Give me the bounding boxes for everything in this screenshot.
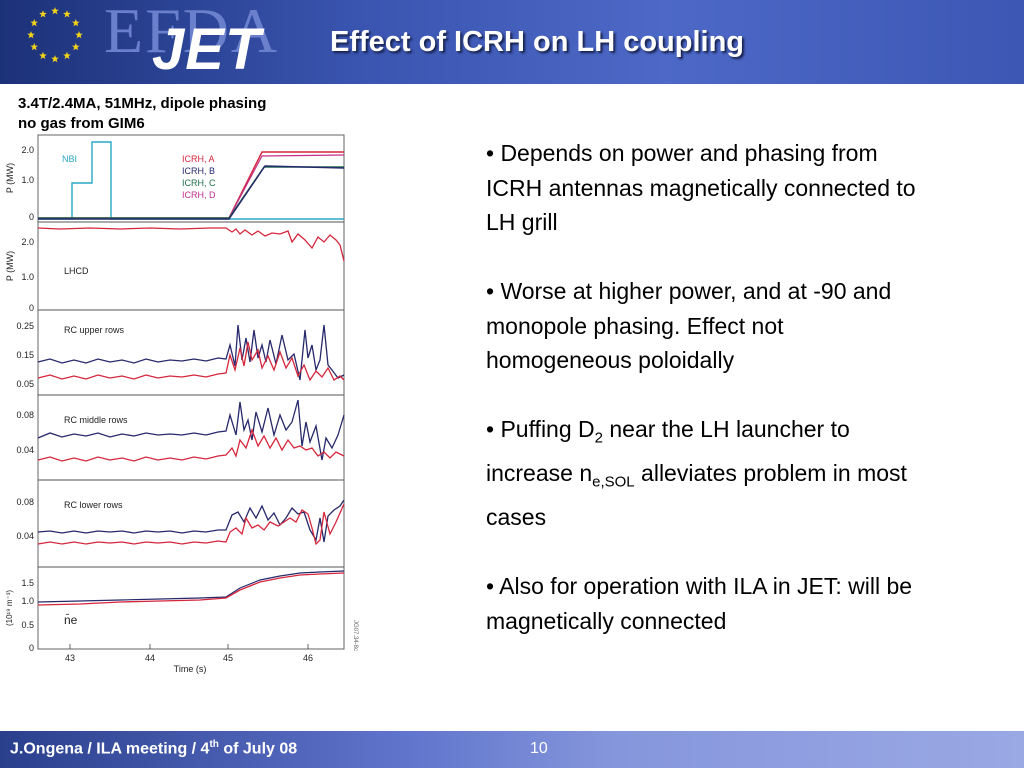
density-navy-trace bbox=[37, 570, 345, 603]
x-tick-label: 46 bbox=[303, 653, 313, 663]
caption-line-1: 3.4T/2.4MA, 51MHz, dipole phasing bbox=[18, 95, 267, 112]
bullet-text: • Puffing D bbox=[486, 416, 595, 442]
y-tick-label: 1.0 bbox=[21, 596, 34, 606]
y-tick-label: 2.0 bbox=[21, 145, 34, 155]
efda-logo-text: EFDA bbox=[104, 0, 280, 66]
figure-code: JG07.34-8c bbox=[352, 620, 358, 651]
slide-title: Effect of ICRH on LH coupling bbox=[330, 26, 745, 58]
eu-star-icon bbox=[75, 31, 83, 39]
footer-author-sup: th bbox=[209, 739, 219, 750]
eu-star-icon bbox=[63, 10, 71, 18]
bullet-item: • Worse at higher power, and at -90 and … bbox=[486, 278, 892, 373]
rc-upper-red-trace bbox=[37, 341, 345, 382]
bullet-text: near the LH launcher to increase n bbox=[486, 416, 850, 487]
bullet-item: • Depends on power and phasing from ICRH… bbox=[486, 140, 916, 235]
panel-label: RC lower rows bbox=[64, 500, 123, 510]
figure-caption: 3.4T/2.4MA, 51MHz, dipole phasing no gas… bbox=[18, 94, 266, 134]
slide-header: EFDA JET Effect of ICRH on LH coupling bbox=[0, 0, 1024, 84]
jet-logo-text: JET bbox=[152, 17, 262, 82]
y-tick-label: 0 bbox=[29, 303, 34, 313]
footer-author-text: of July 08 bbox=[218, 740, 298, 758]
bullet-text: alleviates problem in most cases bbox=[486, 460, 907, 531]
eu-star-icon bbox=[63, 51, 71, 59]
eu-stars-icon bbox=[27, 7, 83, 63]
y-tick-label: 1.0 bbox=[21, 175, 34, 185]
eu-star-icon bbox=[72, 43, 80, 51]
y-tick-label: 1.5 bbox=[21, 578, 34, 588]
series-label: NBI bbox=[62, 154, 77, 164]
series-label: ICRH, A bbox=[182, 154, 215, 164]
rc-middle-red-trace bbox=[37, 428, 345, 462]
x-axis-label: Time (s) bbox=[174, 664, 207, 674]
y-axis-label: P (MW) bbox=[5, 251, 15, 281]
panel-label: LHCD bbox=[64, 266, 89, 276]
eu-star-icon bbox=[72, 19, 80, 27]
bullet-list: • Depends on power and phasing from ICRH… bbox=[486, 136, 918, 673]
y-tick-label: 0.04 bbox=[16, 531, 34, 541]
page-number: 10 bbox=[530, 740, 548, 757]
y-tick-label: 0 bbox=[29, 643, 34, 653]
y-tick-label: 2.0 bbox=[21, 237, 34, 247]
bullet-item: • Also for operation with ILA in JET: wi… bbox=[486, 573, 913, 634]
panel-label: RC middle rows bbox=[64, 415, 128, 425]
y-tick-label: 0.15 bbox=[16, 350, 34, 360]
eu-star-icon bbox=[39, 10, 47, 18]
y-tick-label: 0.08 bbox=[16, 497, 34, 507]
panel-label: n̄e bbox=[64, 613, 78, 627]
eu-star-icon bbox=[30, 43, 38, 51]
y-tick-label: 0.5 bbox=[21, 620, 34, 630]
icrh-b-trace bbox=[38, 165, 345, 220]
y-tick-label: 0.08 bbox=[16, 410, 34, 420]
footer-author: J.Ongena / ILA meeting / 4th of July 08 bbox=[10, 739, 297, 758]
y-tick-label: 0 bbox=[29, 212, 34, 222]
bullet-subscript: 2 bbox=[594, 429, 603, 447]
series-label: ICRH, C bbox=[182, 178, 216, 188]
rc-middle-navy-trace bbox=[37, 399, 345, 461]
density-red-trace bbox=[37, 572, 345, 606]
x-tick-label: 45 bbox=[223, 653, 233, 663]
time-trace-figure: 2.0 1.0 0 2.0 1.0 0 0.25 0.15 0.05 0.08 0.04 0.08 0.… bbox=[5, 134, 358, 674]
bullet-item: • Puffing D2 near the LH launcher to inc… bbox=[486, 412, 918, 535]
panel-label: RC upper rows bbox=[64, 325, 125, 335]
eu-star-icon bbox=[51, 7, 59, 15]
y-tick-label: 1.0 bbox=[21, 272, 34, 282]
y-tick-label: 0.25 bbox=[16, 321, 34, 331]
series-label: ICRH, D bbox=[182, 190, 216, 200]
x-tick-label: 43 bbox=[65, 653, 75, 663]
y-tick-label: 0.04 bbox=[16, 445, 34, 455]
rc-lower-red-trace bbox=[37, 503, 345, 546]
eu-star-icon bbox=[39, 51, 47, 59]
x-tick-label: 44 bbox=[145, 653, 155, 663]
rc-upper-navy-trace bbox=[37, 324, 345, 381]
bullet-subscript: e,SOL bbox=[592, 473, 635, 491]
y-tick-label: 0.05 bbox=[16, 379, 34, 389]
lhcd-trace bbox=[37, 227, 345, 262]
slide-footer: J.Ongena / ILA meeting / 4th of July 08 … bbox=[0, 731, 1024, 768]
nbi-trace bbox=[38, 141, 344, 220]
eu-star-icon bbox=[30, 19, 38, 27]
y-axis-label: P (MW) bbox=[5, 163, 15, 193]
y-axis-label: (10¹⁹ m⁻³) bbox=[5, 590, 14, 626]
eu-star-icon bbox=[51, 55, 59, 63]
footer-author-text: J.Ongena / ILA meeting / 4 bbox=[10, 740, 210, 758]
caption-line-2: no gas from GIM6 bbox=[18, 115, 145, 132]
series-label: ICRH, B bbox=[182, 166, 215, 176]
eu-star-icon bbox=[27, 31, 35, 39]
